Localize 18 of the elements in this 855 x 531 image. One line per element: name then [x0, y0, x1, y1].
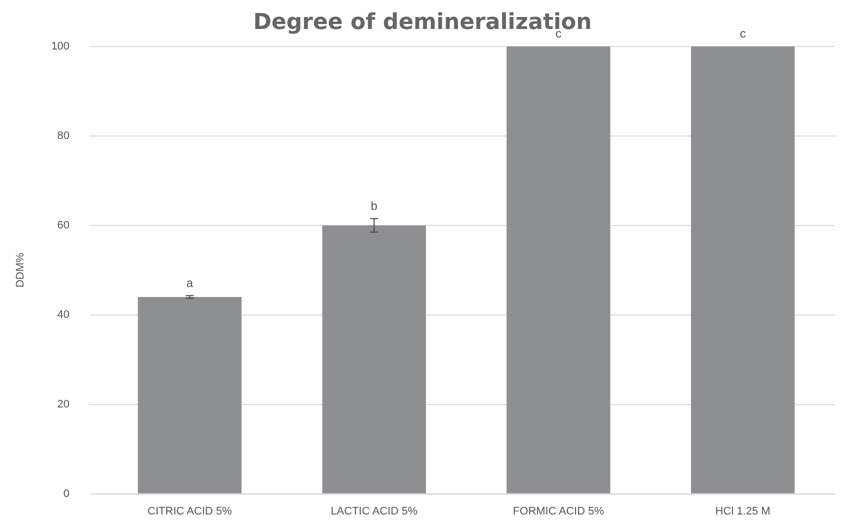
y-tick-label: 0	[63, 488, 70, 500]
x-tick-label: FORMIC ACID 5%	[512, 505, 604, 518]
bar	[690, 46, 795, 494]
x-tick-label: CITRIC ACID 5%	[148, 505, 232, 518]
bar	[322, 225, 426, 494]
bar	[506, 46, 610, 494]
annotation: b	[370, 198, 378, 213]
x-tick-label: LACTIC ACID 5%	[330, 505, 418, 518]
y-tick-label: 100	[51, 40, 70, 52]
annotation: c	[740, 26, 746, 41]
y-tick-label: 80	[57, 130, 70, 142]
y-axis-title: DDM%	[14, 252, 27, 288]
annotation: a	[186, 276, 194, 290]
bar	[138, 296, 242, 494]
y-tick-label: 20	[57, 398, 70, 410]
x-tick-label: HCl 1.25 M	[715, 505, 770, 518]
y-tick-label: 60	[57, 219, 70, 232]
y-tick-label: 40	[57, 308, 70, 321]
